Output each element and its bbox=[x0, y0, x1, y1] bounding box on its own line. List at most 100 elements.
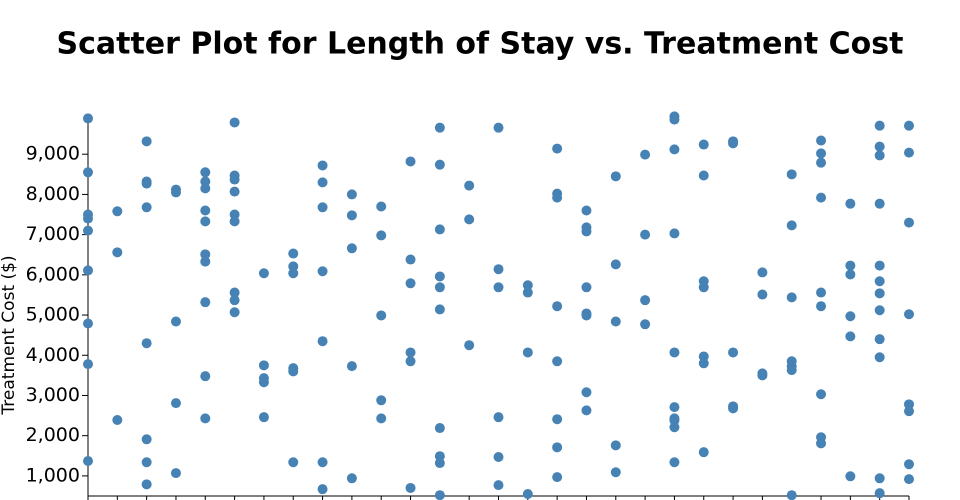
point bbox=[200, 216, 211, 227]
point bbox=[904, 406, 914, 417]
point bbox=[229, 174, 240, 185]
point bbox=[200, 249, 211, 260]
point bbox=[669, 114, 680, 125]
point bbox=[200, 176, 211, 187]
point bbox=[552, 442, 563, 453]
point bbox=[288, 457, 299, 468]
point bbox=[845, 269, 856, 280]
point bbox=[112, 206, 123, 217]
point bbox=[845, 471, 856, 482]
point bbox=[640, 295, 651, 306]
point bbox=[757, 289, 768, 300]
point bbox=[229, 186, 240, 197]
point bbox=[346, 189, 357, 200]
point bbox=[874, 334, 885, 345]
point bbox=[874, 141, 885, 152]
point bbox=[229, 287, 240, 298]
point bbox=[904, 399, 914, 410]
chart-title: Scatter Plot for Length of Stay vs. Trea… bbox=[56, 27, 903, 62]
point bbox=[669, 144, 680, 155]
point bbox=[493, 264, 504, 275]
point bbox=[610, 171, 621, 182]
point bbox=[405, 156, 416, 167]
point bbox=[83, 318, 93, 329]
y-tick-label: 2,000 bbox=[26, 424, 80, 446]
point bbox=[816, 287, 827, 298]
point bbox=[83, 213, 93, 224]
point bbox=[728, 347, 739, 358]
y-tick-label: 6,000 bbox=[26, 263, 80, 285]
point bbox=[405, 347, 416, 358]
point bbox=[141, 338, 152, 349]
point bbox=[698, 447, 709, 458]
point bbox=[258, 360, 269, 371]
point bbox=[816, 438, 827, 449]
point bbox=[258, 412, 269, 423]
point bbox=[112, 415, 123, 426]
point bbox=[552, 356, 563, 367]
point bbox=[522, 280, 533, 291]
point bbox=[581, 205, 592, 216]
point bbox=[816, 389, 827, 400]
point bbox=[434, 423, 445, 434]
point bbox=[874, 352, 885, 363]
point bbox=[434, 224, 445, 235]
point bbox=[141, 434, 152, 445]
point bbox=[845, 198, 856, 209]
point bbox=[698, 282, 709, 293]
point bbox=[640, 229, 651, 240]
point bbox=[317, 177, 328, 188]
point bbox=[669, 228, 680, 239]
point bbox=[346, 361, 357, 372]
point bbox=[845, 260, 856, 271]
point bbox=[845, 331, 856, 342]
point bbox=[229, 307, 240, 318]
point bbox=[904, 147, 914, 158]
point bbox=[816, 148, 827, 159]
point bbox=[581, 282, 592, 293]
point bbox=[757, 267, 768, 278]
point bbox=[581, 226, 592, 237]
point bbox=[141, 136, 152, 147]
point bbox=[874, 288, 885, 299]
point bbox=[698, 170, 709, 181]
point bbox=[434, 282, 445, 293]
y-axis-title: Treatment Cost ($) bbox=[0, 255, 19, 415]
point bbox=[874, 488, 885, 499]
point bbox=[141, 178, 152, 189]
point bbox=[83, 225, 93, 236]
point bbox=[786, 169, 797, 180]
point bbox=[317, 202, 328, 213]
point bbox=[434, 159, 445, 170]
point bbox=[288, 261, 299, 272]
point bbox=[229, 216, 240, 227]
point bbox=[610, 440, 621, 451]
point bbox=[581, 405, 592, 416]
point bbox=[170, 316, 181, 327]
point bbox=[493, 122, 504, 133]
point bbox=[816, 157, 827, 168]
point bbox=[405, 482, 416, 493]
point bbox=[522, 488, 533, 499]
y-tick-label: 9,000 bbox=[26, 143, 80, 165]
point bbox=[170, 468, 181, 479]
point bbox=[141, 479, 152, 490]
point bbox=[376, 413, 387, 424]
point bbox=[610, 316, 621, 327]
point bbox=[376, 310, 387, 321]
point bbox=[669, 415, 680, 426]
point bbox=[229, 209, 240, 220]
point bbox=[405, 254, 416, 265]
point bbox=[200, 256, 211, 267]
point bbox=[258, 377, 269, 388]
point bbox=[317, 457, 328, 468]
point bbox=[200, 371, 211, 382]
point bbox=[405, 356, 416, 367]
point bbox=[200, 297, 211, 308]
point bbox=[786, 292, 797, 303]
point bbox=[757, 370, 768, 381]
point bbox=[434, 490, 445, 500]
point bbox=[581, 310, 592, 321]
point bbox=[610, 467, 621, 478]
